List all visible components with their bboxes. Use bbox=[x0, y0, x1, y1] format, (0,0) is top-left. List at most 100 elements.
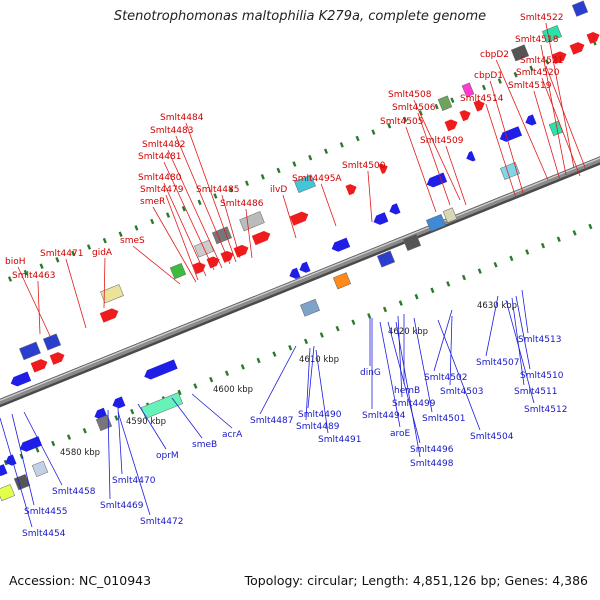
backbone-line bbox=[0, 156, 600, 405]
forward-gene-label: Smlt4471 bbox=[40, 249, 83, 259]
forward-gene bbox=[251, 231, 271, 246]
leader-line bbox=[37, 280, 41, 335]
reverse-gene bbox=[144, 359, 178, 380]
tick-dot bbox=[418, 110, 423, 116]
feature-block bbox=[31, 460, 49, 477]
reverse-gene-label: aroE bbox=[390, 429, 411, 439]
tick-dot bbox=[303, 338, 309, 345]
forward-gene-label: bioH bbox=[5, 257, 26, 267]
reverse-gene-label: Smlt4498 bbox=[410, 459, 454, 469]
leader-line bbox=[11, 413, 35, 506]
tick-dot bbox=[55, 257, 60, 263]
leader-line bbox=[485, 103, 517, 199]
forward-gene-label: Smlt4521 bbox=[520, 56, 563, 66]
tick-dot bbox=[82, 427, 87, 434]
reverse-gene-label: Smlt4513 bbox=[518, 335, 561, 345]
tick-dot bbox=[446, 281, 451, 287]
upper-tick-row bbox=[7, 39, 597, 282]
forward-gene-label: Smlt4500 bbox=[342, 161, 386, 171]
tick-dot bbox=[260, 174, 265, 180]
leader-line bbox=[171, 397, 203, 439]
tick-dot bbox=[477, 268, 482, 274]
tick-dot bbox=[382, 306, 388, 313]
leader-line bbox=[191, 393, 233, 429]
tick-dot bbox=[461, 274, 467, 281]
reverse-gene bbox=[525, 114, 537, 126]
leader-line bbox=[445, 145, 467, 206]
forward-gene-label: Smlt4506 bbox=[392, 103, 436, 113]
forward-gene bbox=[206, 256, 220, 269]
forward-gene bbox=[30, 359, 48, 373]
leader-line bbox=[152, 206, 197, 283]
tick-dot bbox=[86, 244, 92, 250]
leader-line bbox=[545, 65, 587, 171]
tick-dot bbox=[525, 249, 530, 255]
leader-line bbox=[0, 417, 33, 528]
leader-line bbox=[397, 315, 403, 398]
tick-dot bbox=[193, 383, 198, 389]
tick-dot bbox=[39, 263, 44, 269]
reverse-gene bbox=[499, 126, 523, 142]
forward-gene-label: Smlt4520 bbox=[516, 68, 560, 78]
leader-line bbox=[533, 90, 561, 181]
tick-dot bbox=[130, 408, 135, 415]
scale-label: 4600 kbp bbox=[213, 385, 253, 395]
forward-gene-label: Smlt4518 bbox=[515, 35, 559, 45]
forward-gene bbox=[220, 250, 234, 263]
forward-gene-label: Smlt4481 bbox=[138, 152, 181, 162]
forward-gene bbox=[99, 308, 119, 323]
forward-gene-label: Smlt4485 bbox=[196, 185, 239, 195]
feature-block bbox=[426, 213, 446, 232]
forward-gene-label: ilvD bbox=[270, 185, 287, 195]
reverse-gene bbox=[10, 371, 32, 387]
reverse-gene-label: dinG bbox=[360, 368, 381, 378]
forward-gene-label: Smlt4483 bbox=[150, 126, 193, 136]
tick-dot bbox=[434, 103, 439, 110]
feature-block bbox=[212, 226, 232, 245]
tick-dot bbox=[71, 250, 76, 257]
tick-dot bbox=[513, 71, 518, 78]
feature-block bbox=[19, 341, 41, 361]
forward-gene bbox=[345, 184, 357, 196]
forward-gene bbox=[378, 163, 388, 174]
tick-dot bbox=[529, 65, 534, 72]
feature-block bbox=[42, 333, 62, 351]
tick-dot bbox=[481, 84, 487, 91]
tick-dot bbox=[398, 300, 403, 306]
feature-block bbox=[402, 234, 422, 252]
forward-gene-label: Smlt4486 bbox=[220, 199, 264, 209]
leader-line bbox=[259, 345, 297, 415]
feature-block bbox=[510, 44, 530, 62]
tick-dot bbox=[272, 351, 277, 357]
feature-block bbox=[100, 284, 124, 304]
leader-line bbox=[107, 409, 111, 500]
tick-dot bbox=[276, 167, 281, 174]
reverse-gene-label: Smlt4510 bbox=[520, 371, 564, 381]
tick-dot bbox=[509, 255, 514, 262]
leader-line bbox=[433, 309, 453, 372]
leader-line bbox=[245, 208, 253, 259]
tick-dot bbox=[224, 370, 230, 377]
forward-gene-label: Smlt4479 bbox=[140, 185, 184, 195]
tick-dot bbox=[292, 161, 297, 167]
leader-line bbox=[117, 407, 123, 475]
tick-dot bbox=[35, 447, 40, 453]
forward-gene bbox=[586, 31, 600, 44]
forward-gene-label: Smlt4509 bbox=[420, 136, 464, 146]
leader-line bbox=[17, 266, 51, 337]
forward-gene bbox=[444, 119, 458, 132]
tick-dot bbox=[7, 276, 13, 282]
tick-dot bbox=[288, 344, 293, 351]
tick-dot bbox=[197, 199, 202, 206]
forward-gene-label: Smlt4463 bbox=[12, 271, 55, 281]
leader-line bbox=[320, 183, 337, 227]
reverse-gene-label: Smlt4502 bbox=[424, 373, 467, 383]
forward-gene-label: gidA bbox=[92, 248, 113, 258]
leader-line bbox=[175, 135, 231, 265]
reverse-gene bbox=[331, 237, 351, 252]
tick-dot bbox=[229, 186, 234, 193]
tick-dot bbox=[387, 122, 392, 129]
reverse-gene-label: Smlt4496 bbox=[410, 445, 454, 455]
leader-line bbox=[449, 315, 453, 386]
